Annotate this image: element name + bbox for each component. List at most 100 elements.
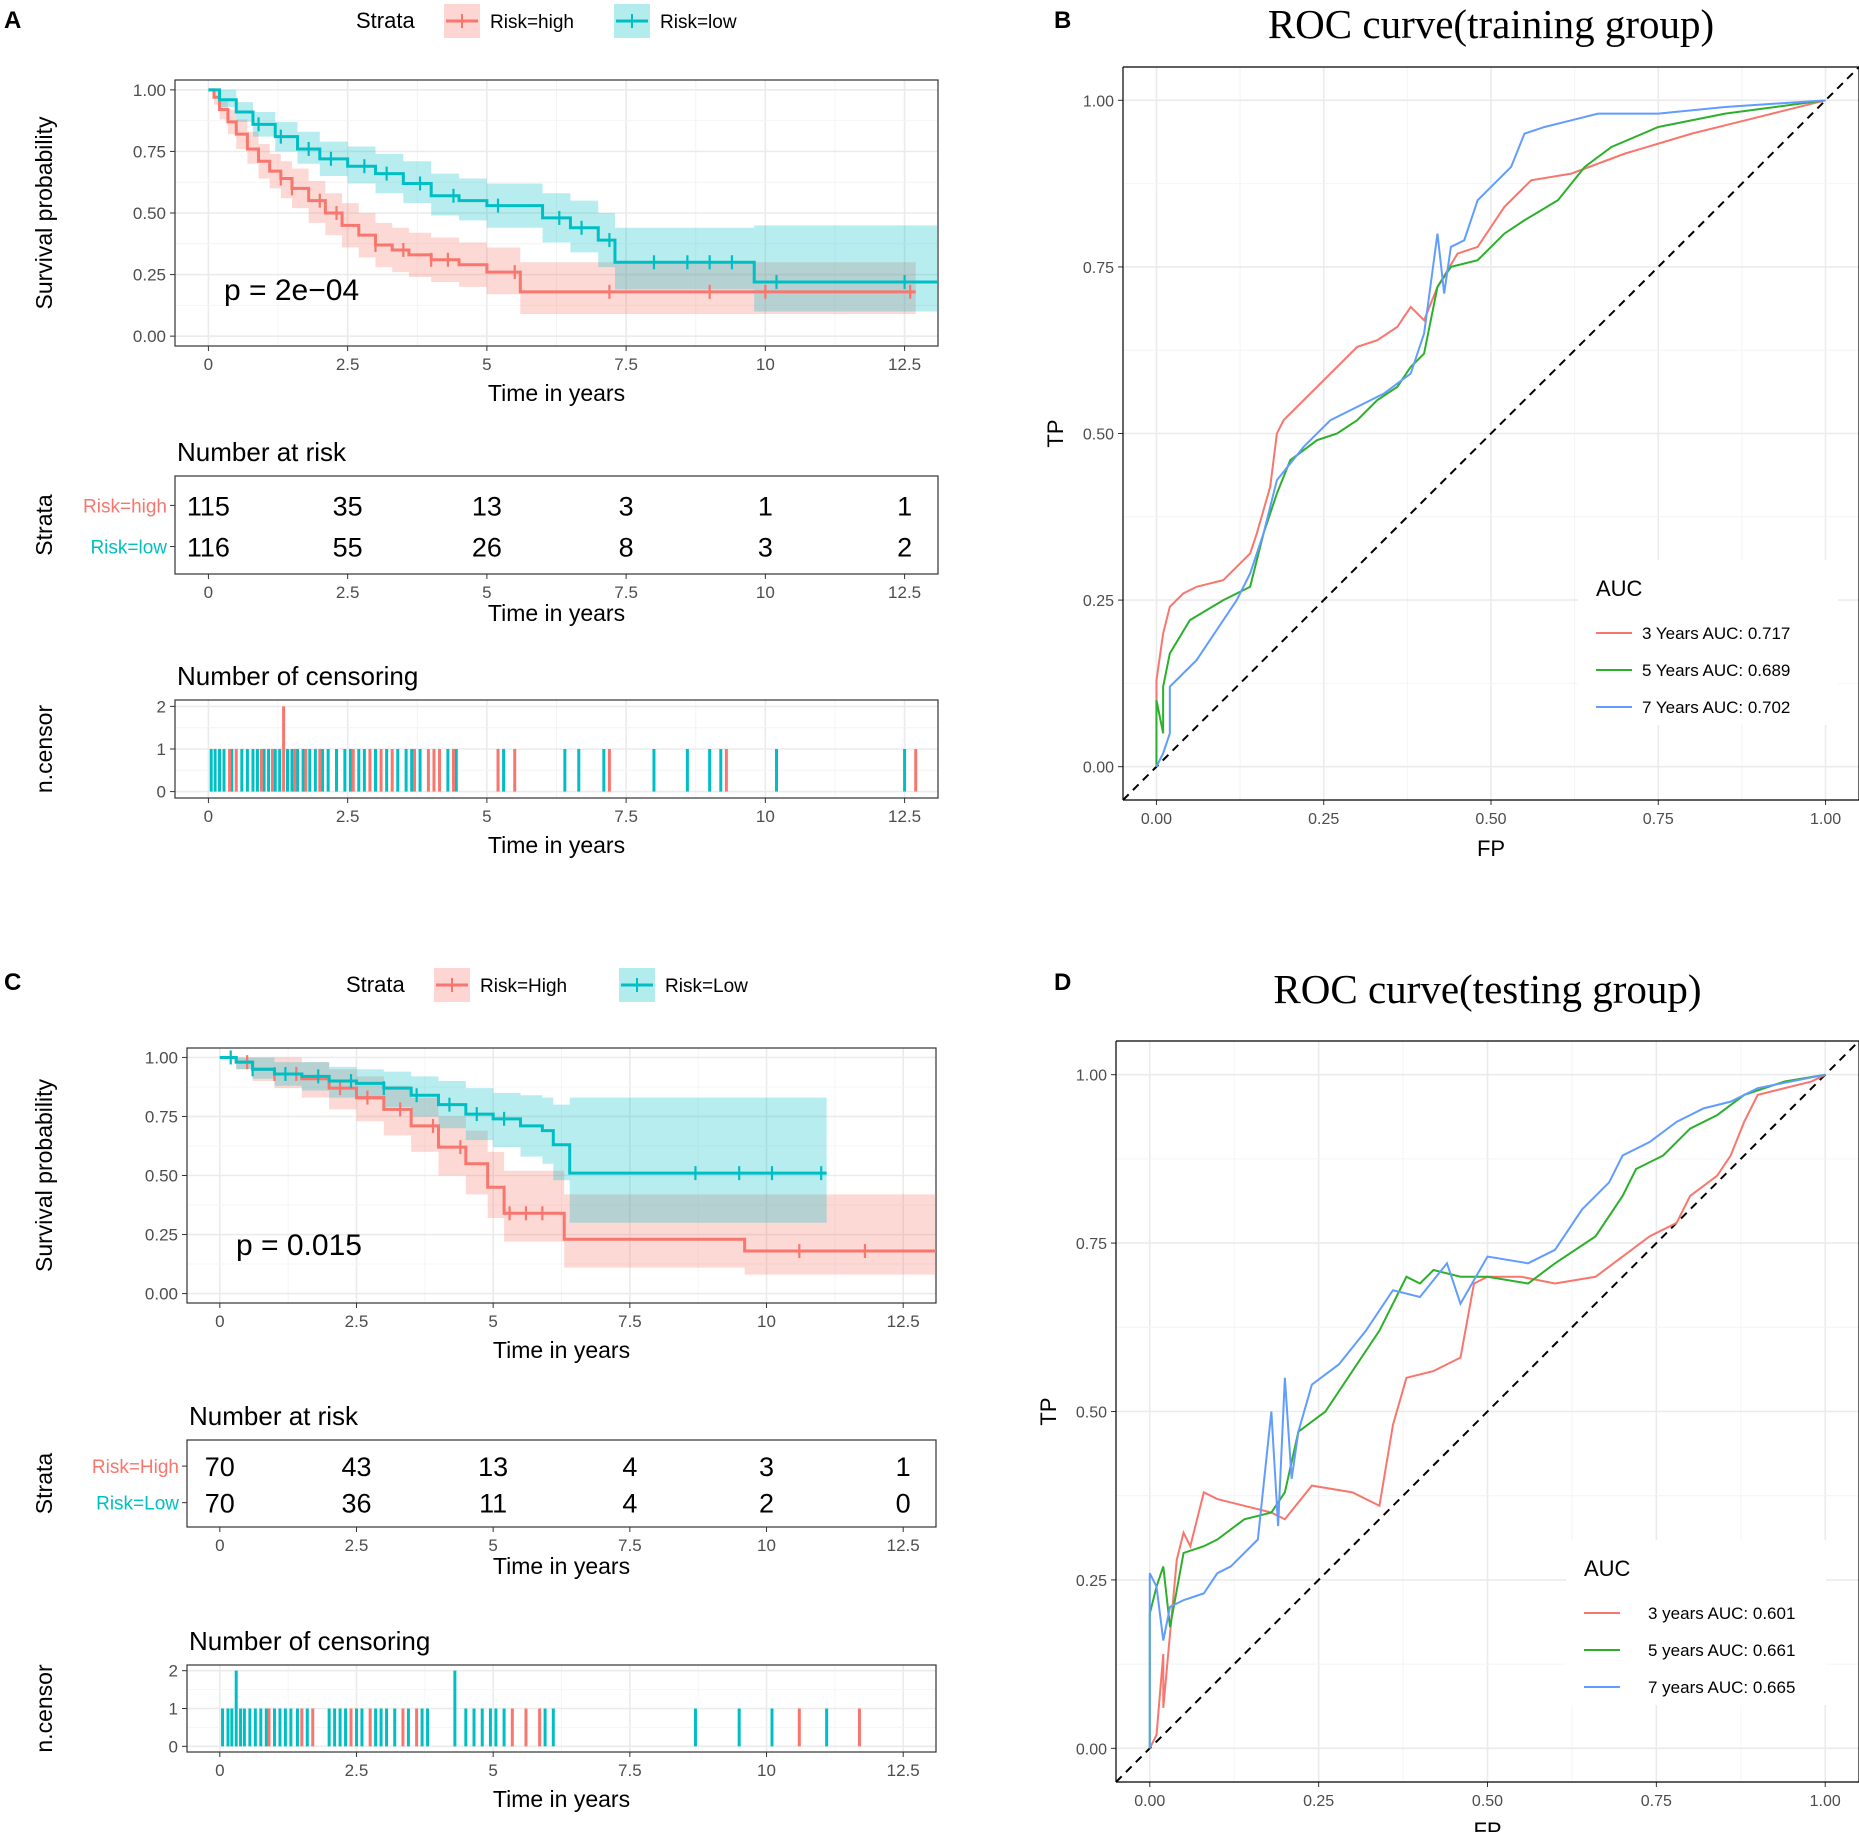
- km-a-ci-ribbon-0: [208, 89, 916, 314]
- km-c-ci-ribbon-0: [219, 1057, 936, 1275]
- roc-b-xlabel: FP: [1477, 836, 1505, 861]
- km-c-censor-xtick-label: 2.5: [345, 1761, 369, 1780]
- km-a-censor-ylabel: n.censor: [31, 705, 57, 794]
- km-c-risk-value: 1: [896, 1452, 911, 1482]
- km-a-censor-ytick-label: 2: [157, 697, 166, 716]
- roc-d-ytick-label: 0.25: [1076, 1573, 1107, 1590]
- km-c-censor-title: Number of censoring: [189, 1626, 430, 1656]
- km-a-risk-xtick-label: 12.5: [888, 583, 921, 602]
- km-c-surv-xtick-label: 7.5: [618, 1312, 642, 1331]
- roc-b-xtick-label: 1.00: [1810, 811, 1841, 828]
- km-a-curves: [208, 88, 938, 314]
- km-a-surv-ytick-label: 0.25: [133, 266, 166, 285]
- km-c-surv-ylabel: Survival probability: [31, 1078, 57, 1272]
- roc-d-xtick-label: 0.50: [1472, 1793, 1503, 1810]
- panel-d-roc-testing: ROC curve(testing group) 0.00 0.25 0.50 0.75…: [1036, 966, 1859, 1832]
- km-a-risk-value: 116: [187, 533, 230, 563]
- km-a-censor-xtick-label: 12.5: [888, 807, 921, 826]
- roc-d-roc-line-1: [1148, 1073, 1826, 1749]
- roc-b-xtick-label: 0.25: [1308, 811, 1339, 828]
- roc-b-legend-label-2: 7 Years AUC: 0.702: [1642, 698, 1790, 717]
- km-a-risk-title: Number at risk: [177, 437, 347, 467]
- km-a-risk-value: 115: [187, 491, 230, 521]
- km-a-risk-value: 3: [758, 533, 773, 563]
- km-a-pvalue: p = 2e−04: [224, 274, 359, 307]
- km-a-risk-value: 1: [758, 491, 773, 521]
- km-c-censor-xtick-label: 10: [757, 1761, 776, 1780]
- roc-b-ytick-label: 0.25: [1083, 593, 1114, 610]
- roc-d-roc-line-2: [1148, 1073, 1826, 1749]
- km-c-censor-xlabel: Time in years: [493, 1786, 630, 1812]
- km-c-censor-xtick-label: 0: [215, 1761, 224, 1780]
- km-a-risk-value: 26: [472, 533, 502, 563]
- km-c-surv-xtick-label: 10: [757, 1312, 776, 1331]
- km-c-surv-ytick-label: 0.50: [145, 1167, 178, 1186]
- roc-d-xtick-label: 1.00: [1810, 1793, 1841, 1810]
- km-a-risk-value: 1: [897, 491, 912, 521]
- roc-b-xtick-label: 0.75: [1643, 811, 1674, 828]
- km-a-risk-xtick-label: 0: [204, 583, 213, 602]
- panel-letter-a: A: [4, 7, 21, 34]
- km-c-risk-value: 36: [341, 1489, 371, 1519]
- km-a-censor-xtick-label: 5: [482, 807, 491, 826]
- km-a-censor-ytick-label: 1: [157, 740, 166, 759]
- roc-b-title: ROC curve(training group): [1268, 1, 1714, 47]
- km-c-risk-title: Number at risk: [189, 1401, 359, 1431]
- km-c-surv-xtick-label: 0: [215, 1312, 224, 1331]
- km-c-risk-xtick-label: 12.5: [887, 1536, 920, 1555]
- km-c-legend-high-label: Risk=High: [480, 976, 567, 997]
- km-a-risk-row-label-0: Risk=high: [83, 496, 167, 517]
- km-a-censor-xtick-label: 7.5: [614, 807, 638, 826]
- roc-d-legend-bg: [1566, 1540, 1826, 1705]
- km-a-risk-xtick-label: 10: [756, 583, 775, 602]
- panel-letter-c: C: [4, 969, 21, 996]
- km-a-risk-xlabel: Time in years: [488, 600, 625, 626]
- km-a-censor-xtick-label: 10: [756, 807, 775, 826]
- km-c-surv-xtick-label: 2.5: [345, 1312, 369, 1331]
- roc-b-legend-label-1: 5 Years AUC: 0.689: [1642, 661, 1790, 680]
- km-a-survival-line-0: [208, 88, 916, 294]
- roc-b-ytick-label: 1.00: [1083, 93, 1114, 110]
- roc-b-diagonal-reference: [1122, 66, 1859, 801]
- roc-d-ytick-label: 0.00: [1076, 1741, 1107, 1758]
- roc-d-xtick-label: 0.00: [1134, 1793, 1165, 1810]
- km-c-risk-xtick-label: 7.5: [618, 1536, 642, 1555]
- km-a-surv-ytick-label: 0.00: [133, 327, 166, 346]
- roc-b-ylabel: TP: [1043, 419, 1068, 447]
- roc-d-title: ROC curve(testing group): [1273, 966, 1701, 1012]
- roc-b-legend-bg: [1578, 560, 1838, 725]
- km-a-surv-xtick-label: 0: [204, 355, 213, 374]
- km-c-risk-value: 70: [205, 1489, 235, 1519]
- km-a-risk-row-label-1: Risk=low: [90, 538, 167, 559]
- km-a-risk-border: [174, 475, 939, 575]
- km-c-risk-value: 4: [622, 1452, 637, 1482]
- panel-letter-b: B: [1054, 7, 1071, 34]
- km-a-censor-ytick-label: 0: [157, 783, 166, 802]
- km-a-surv-ytick-label: 0.50: [133, 204, 166, 223]
- roc-b-ytick-label: 0.75: [1083, 260, 1114, 277]
- km-c-risk-row-label-0: Risk=High: [92, 1457, 179, 1478]
- km-c-surv-xlabel: Time in years: [493, 1337, 630, 1363]
- roc-b-legend-label-0: 3 Years AUC: 0.717: [1642, 624, 1790, 643]
- km-a-risk-value: 35: [333, 491, 363, 521]
- km-a-surv-xtick-label: 7.5: [614, 355, 638, 374]
- km-a-surv-ytick-label: 1.00: [133, 81, 166, 100]
- km-a-censor-xtick-label: 2.5: [336, 807, 360, 826]
- km-a-risk-value: 3: [619, 491, 634, 521]
- km-c-risk-row-label-1: Risk=Low: [96, 1494, 179, 1515]
- km-c-censor-ytick-label: 0: [169, 1737, 178, 1756]
- km-a-surv-ytick-label: 0.75: [133, 142, 166, 161]
- roc-d-diagonal-reference: [1115, 1040, 1859, 1783]
- km-a-surv-ylabel: Survival probability: [31, 116, 57, 310]
- km-c-surv-ytick-label: 0.00: [145, 1285, 178, 1304]
- km-a-survival-line-1: [208, 88, 938, 284]
- km-c-surv-ytick-label: 0.75: [145, 1107, 178, 1126]
- km-c-risk-value: 4: [622, 1489, 637, 1519]
- km-c-censor-xtick-label: 12.5: [887, 1761, 920, 1780]
- km-c-surv-xtick-label: 12.5: [887, 1312, 920, 1331]
- roc-b-roc-line-1: [1155, 99, 1826, 767]
- panel-letter-d: D: [1054, 969, 1071, 996]
- km-a-censor-title: Number of censoring: [177, 661, 418, 691]
- km-c-risk-value: 2: [759, 1489, 774, 1519]
